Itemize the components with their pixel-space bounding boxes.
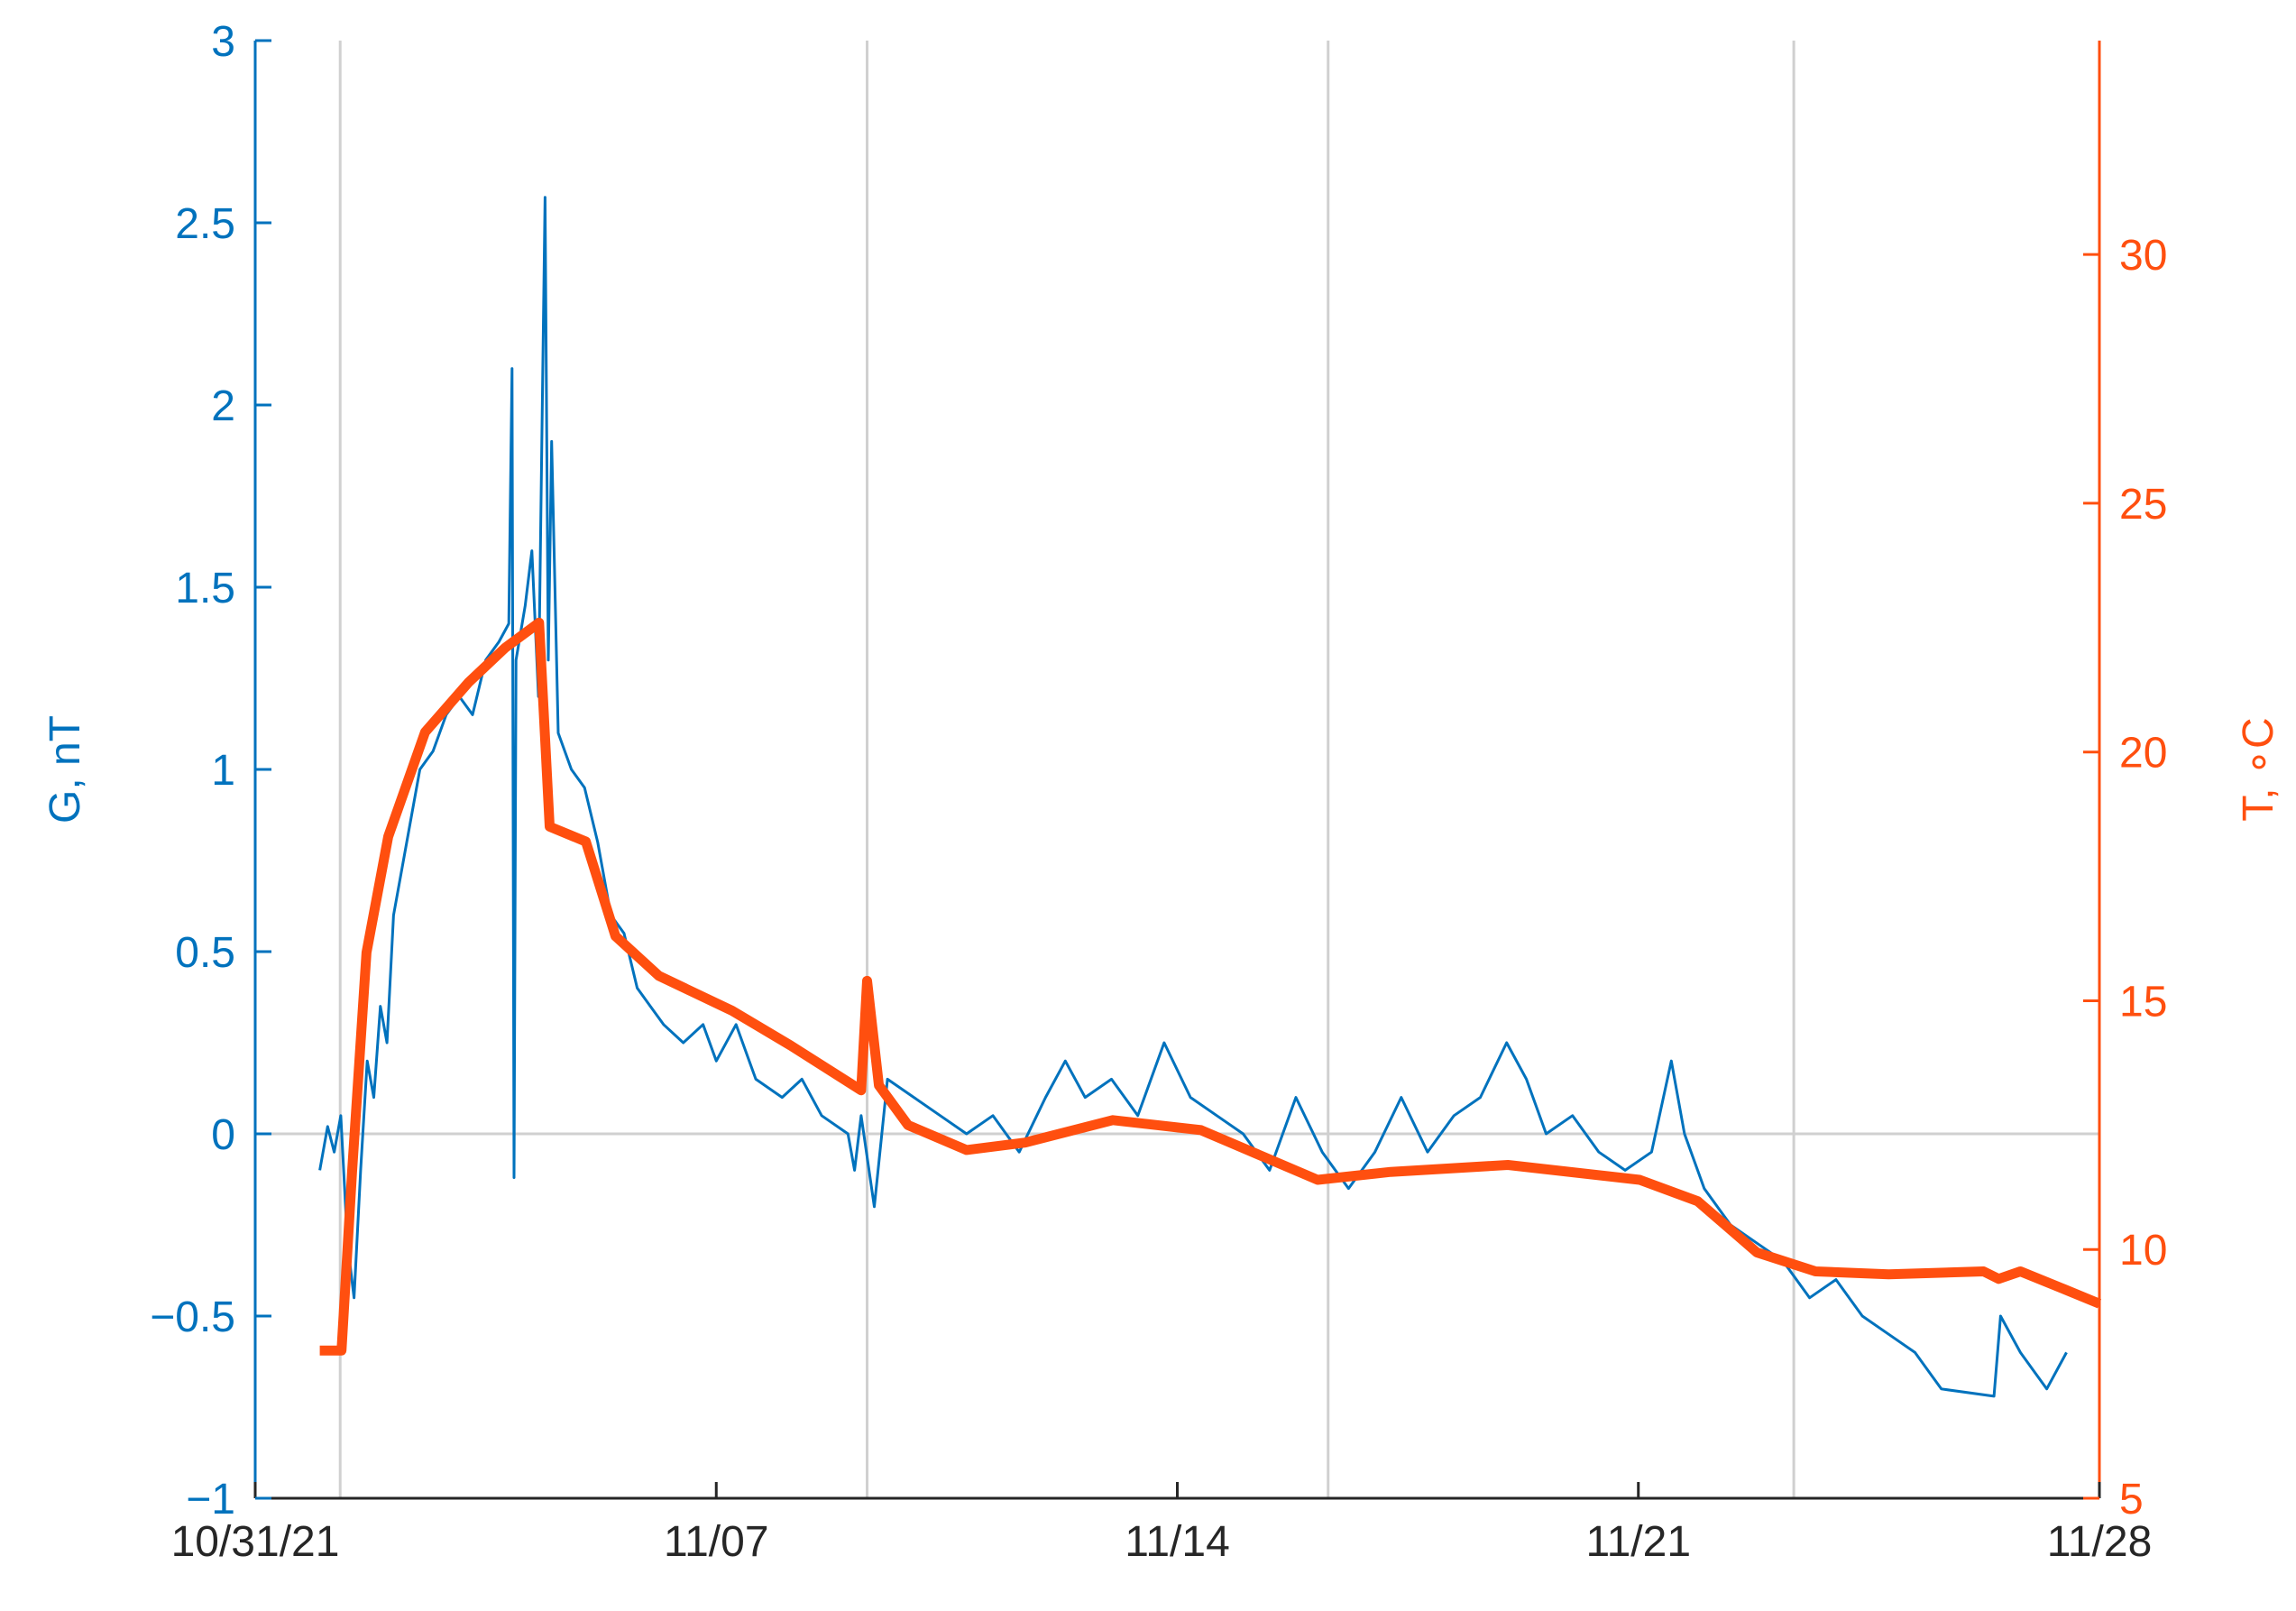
y2-tick-label: 10 bbox=[2119, 1227, 2167, 1275]
series-line bbox=[319, 617, 2102, 1356]
y-tick-label: 0.5 bbox=[175, 929, 235, 977]
y2-tick-label: 15 bbox=[2119, 978, 2167, 1026]
y2-axis-label: T, ∘C bbox=[2235, 717, 2282, 821]
x-tick-label: 11/14 bbox=[1125, 1518, 1230, 1566]
x-tick-label: 11/21 bbox=[1585, 1518, 1691, 1566]
y-tick-label: 0 bbox=[211, 1111, 235, 1159]
y-tick-label: 2.5 bbox=[175, 200, 235, 248]
y2-tick-label: 25 bbox=[2119, 481, 2167, 529]
y-tick-label: 1 bbox=[211, 747, 235, 795]
x-tick-label: 11/07 bbox=[664, 1518, 769, 1566]
y-tick-label: 2 bbox=[211, 382, 235, 430]
y2-tick-label: 5 bbox=[2119, 1476, 2144, 1524]
y2-tick-label: 20 bbox=[2119, 730, 2167, 778]
series-line bbox=[318, 196, 2068, 1398]
y-tick-label: −1 bbox=[186, 1476, 235, 1524]
y-tick-label: 1.5 bbox=[175, 565, 235, 612]
x-tick-label: 11/28 bbox=[2047, 1518, 2153, 1566]
y-tick-label: 3 bbox=[211, 18, 235, 66]
y-tick-label: −0.5 bbox=[150, 1293, 235, 1341]
y-axis-label: G, nT bbox=[41, 715, 89, 824]
y2-tick-label: 30 bbox=[2119, 232, 2167, 280]
x-tick-label: 10/31/21 bbox=[171, 1518, 340, 1566]
